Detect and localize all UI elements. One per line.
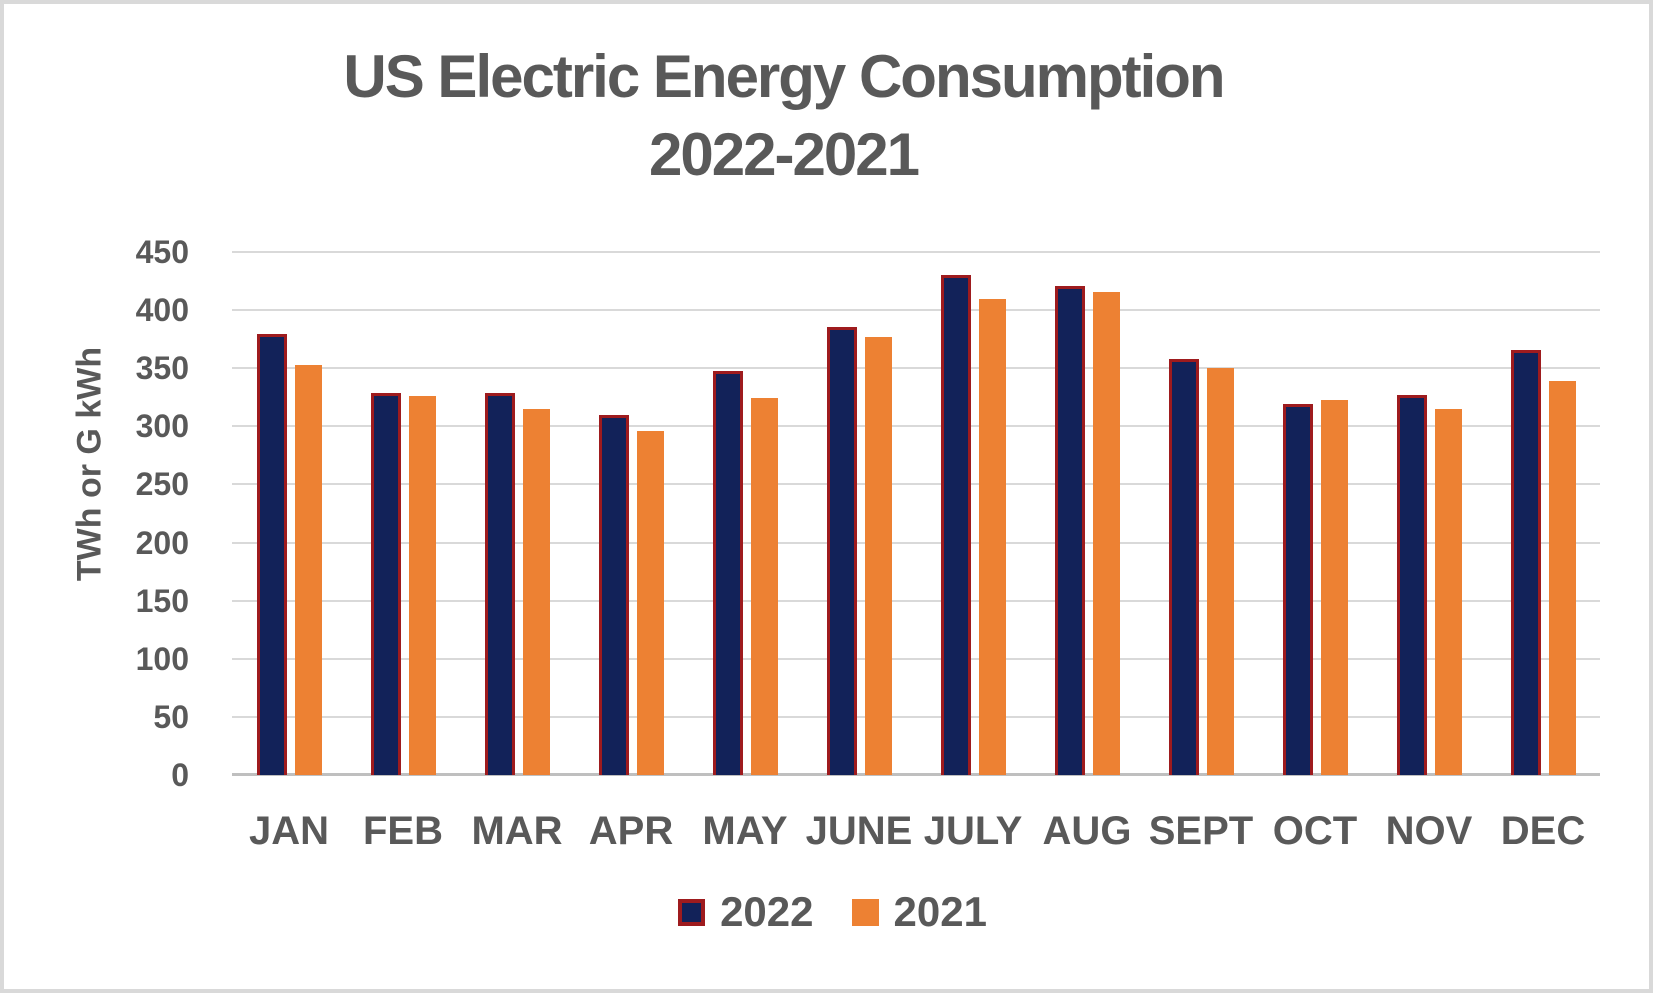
legend-item-2021: 2021 [851, 888, 987, 936]
chart-title-line2: 2022-2021 [649, 121, 920, 188]
bar-group-july [916, 252, 1030, 775]
bar-group-mar [460, 252, 574, 775]
y-axis-tick-label: 450 [135, 234, 189, 270]
gridline [232, 367, 1600, 370]
gridline [232, 599, 1600, 602]
bar-group-nov [1372, 252, 1486, 775]
x-axis-label-feb: FEB [363, 809, 443, 853]
bar-group-aug [1030, 252, 1144, 775]
chart-title: US Electric Energy Consumption 2022-2021 [4, 38, 1563, 194]
bar-2022-oct [1282, 403, 1313, 775]
y-axis-tick-label: 0 [171, 757, 189, 793]
legend-swatch-2022 [678, 898, 706, 926]
x-axis-label-june: JUNE [805, 809, 913, 853]
legend: 2022 2021 [4, 888, 1649, 936]
y-axis-tick-label: 50 [153, 698, 189, 735]
chart-title-line1: US Electric Energy Consumption [343, 43, 1225, 110]
legend-label-2022: 2022 [720, 888, 814, 935]
bar-2022-sept [1168, 359, 1199, 775]
bar-2022-feb [370, 393, 401, 775]
gridline [232, 251, 1600, 253]
x-axis-line [232, 773, 1600, 776]
bar-2022-may [712, 371, 743, 775]
bar-2021-nov [1434, 408, 1462, 775]
bar-2022-jan [256, 333, 287, 775]
bar-group-dec [1486, 252, 1600, 775]
bar-2021-oct [1320, 399, 1348, 775]
bar-group-apr [574, 252, 688, 775]
bar-2021-sept [1206, 368, 1234, 775]
y-axis-tick-label: 200 [135, 524, 189, 561]
x-axis-labels: JAN FEB MAR APR MAY JUNE JULY AUG SEPT OCT NOV DEC [232, 809, 1600, 854]
x-axis-label-may: MAY [702, 809, 788, 853]
gridline [232, 541, 1600, 544]
gridline [232, 715, 1600, 718]
x-axis-label-dec: DEC [1500, 809, 1586, 853]
x-axis-label-sept: SEPT [1148, 809, 1254, 853]
y-axis-tick-label: 250 [135, 466, 189, 503]
x-axis-label-july: JULY [923, 809, 1023, 853]
bar-group-oct [1258, 252, 1372, 775]
y-axis-tick-labels: 0 50 100 150 200 250 300 350 400 450 [39, 234, 189, 793]
gridline [232, 657, 1600, 660]
bar-2021-july [978, 298, 1006, 775]
bar-group-may [688, 252, 802, 775]
y-axis-tick-label: 400 [135, 292, 189, 329]
bar-group-sept [1144, 252, 1258, 775]
bar-2022-july [940, 274, 971, 775]
x-axis-label-nov: NOV [1385, 809, 1473, 853]
x-axis-label-mar: MAR [471, 809, 563, 853]
bar-2022-nov [1396, 395, 1427, 775]
bar-2021-june [864, 336, 892, 775]
bar-2021-aug [1092, 291, 1120, 775]
legend-item-2022: 2022 [678, 888, 814, 936]
bar-2021-jan [294, 364, 322, 775]
bar-2022-june [826, 326, 857, 775]
bar-2021-dec [1548, 381, 1576, 775]
gridline [232, 425, 1600, 428]
gridline [232, 483, 1600, 486]
bar-2022-dec [1510, 350, 1541, 775]
bar-2021-may [750, 398, 778, 775]
legend-swatch-2021 [851, 898, 879, 926]
bar-2022-aug [1054, 286, 1085, 775]
gridline [232, 309, 1600, 312]
bar-group-feb [346, 252, 460, 775]
bar-series-container [232, 252, 1600, 775]
plot-area: 0 50 100 150 200 250 300 350 400 450 JAN FEB MAR APR… [136, 234, 1600, 853]
x-axis-label-apr: APR [588, 809, 674, 853]
y-axis-tick-label: 350 [135, 350, 189, 387]
bar-2021-mar [522, 408, 550, 775]
x-axis-label-aug: AUG [1042, 809, 1132, 853]
bar-2021-feb [408, 396, 436, 775]
bar-2022-apr [598, 415, 629, 775]
bar-group-jan [232, 252, 346, 775]
bar-2022-mar [484, 393, 515, 775]
y-axis-tick-label: 300 [135, 408, 189, 445]
bar-group-june [802, 252, 916, 775]
legend-label-2021: 2021 [893, 888, 987, 935]
y-axis-tick-label: 100 [135, 640, 189, 677]
x-axis-label-oct: OCT [1272, 809, 1358, 853]
x-axis-label-jan: JAN [248, 809, 330, 853]
bar-2021-apr [636, 430, 664, 775]
y-axis-tick-label: 150 [135, 582, 189, 619]
